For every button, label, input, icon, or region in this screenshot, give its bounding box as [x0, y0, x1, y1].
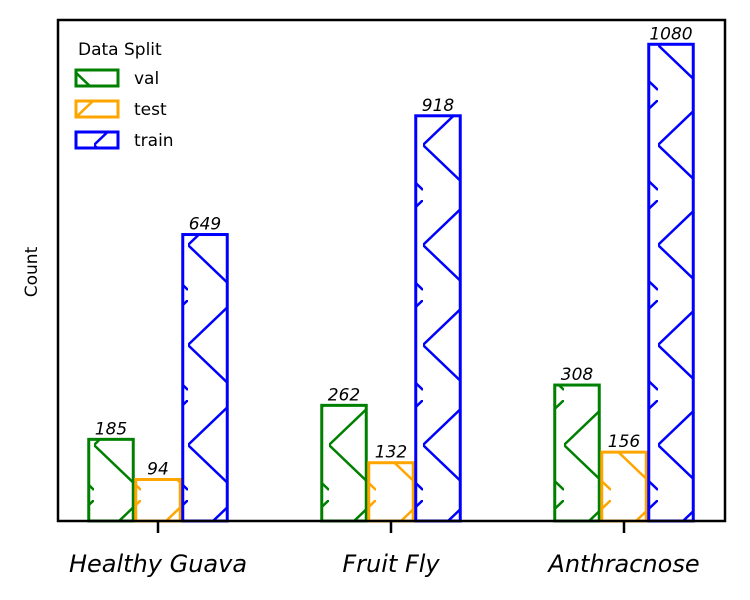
bar-val-healthy-guava: [87, 437, 135, 523]
x-tick-label: Fruit Fly: [342, 550, 440, 578]
data-label-test-healthy-guava: 94: [147, 460, 169, 480]
data-label-val-anthracnose: 308: [561, 365, 594, 385]
data-label-test-anthracnose: 156: [608, 432, 641, 452]
bar-val-fruit-fly: [320, 403, 368, 523]
bar-val-anthracnose: [553, 383, 601, 523]
legend-label-val: val: [134, 69, 159, 89]
bar-test-anthracnose: [600, 450, 648, 523]
data-label-val-healthy-guava: 185: [95, 419, 127, 439]
data-label-val-fruit-fly: 262: [328, 385, 360, 405]
legend-swatch-val: [74, 68, 120, 88]
data-label-train-anthracnose: 1080: [649, 24, 692, 44]
x-tick-label: Anthracnose: [546, 550, 699, 578]
legend-title: Data Split: [78, 40, 162, 60]
bar-test-fruit-fly: [367, 461, 415, 523]
bar-train-healthy-guava: [181, 233, 229, 523]
legend-swatch-test: [74, 99, 120, 119]
bar-train-fruit-fly: [414, 114, 462, 523]
y-axis-label: Count: [22, 246, 42, 297]
x-tick-label: Healthy Guava: [69, 550, 247, 578]
bar-test-healthy-guava: [134, 478, 182, 523]
legend-label-train: train: [134, 131, 174, 151]
legend: Data Split val test train: [74, 40, 174, 151]
bar-labels-layer: 185 94 649 262 132 918 308 156 1080: [95, 24, 693, 479]
bar-train-anthracnose: [647, 42, 695, 523]
data-label-train-fruit-fly: 918: [422, 96, 455, 116]
legend-label-test: test: [134, 100, 167, 120]
data-label-train-healthy-guava: 649: [189, 215, 221, 235]
x-axis: Healthy Guava Fruit Fly Anthracnose: [69, 521, 700, 578]
data-label-test-fruit-fly: 132: [375, 443, 407, 463]
legend-swatch-train: [74, 130, 120, 150]
